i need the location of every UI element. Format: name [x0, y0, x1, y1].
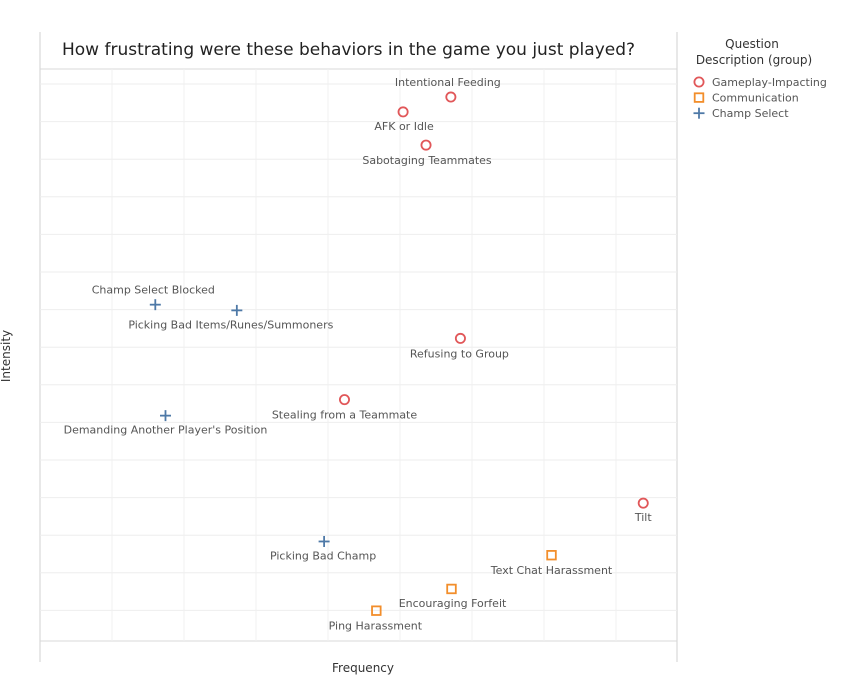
plus-marker: [318, 535, 330, 547]
data-point: Encouraging Forfeit: [399, 583, 507, 610]
data-label: Champ Select Blocked: [92, 284, 215, 297]
circle-marker: [445, 91, 457, 103]
legend-item: Champ Select: [693, 107, 789, 120]
y-axis-label: Intensity: [0, 330, 13, 382]
legend-label: Champ Select: [712, 107, 789, 120]
plus-marker: [159, 410, 171, 422]
data-point: Picking Bad Champ: [270, 535, 376, 562]
circle-marker: [454, 332, 466, 344]
data-point: AFK or Idle: [374, 106, 434, 133]
data-point: Demanding Another Player's Position: [64, 410, 268, 437]
data-label: Ping Harassment: [329, 620, 423, 633]
data-point: Champ Select Blocked: [92, 284, 215, 311]
square-marker: [446, 583, 457, 595]
circle-marker: [637, 497, 649, 509]
legend-item: Communication: [693, 92, 799, 105]
legend-item: Gameplay-Impacting: [693, 76, 827, 89]
data-label: Stealing from a Teammate: [272, 409, 418, 422]
chart-title: How frustrating were these behaviors in …: [62, 40, 635, 60]
data-label: Picking Bad Items/Runes/Summoners: [128, 318, 333, 331]
circle-marker: [420, 139, 432, 151]
data-point: Refusing to Group: [410, 332, 509, 360]
legend-label: Gameplay-Impacting: [712, 76, 827, 89]
circle-marker: [397, 106, 409, 118]
legend-label: Communication: [712, 92, 799, 105]
square-marker: [693, 92, 705, 103]
data-point: Stealing from a Teammate: [272, 394, 418, 422]
data-label: Sabotaging Teammates: [362, 154, 492, 167]
data-label: Tilt: [634, 511, 652, 524]
data-label: Intentional Feeding: [395, 76, 501, 89]
plus-marker: [149, 299, 161, 311]
data-label: Encouraging Forfeit: [399, 597, 507, 610]
square-marker: [546, 550, 557, 561]
data-point: Picking Bad Items/Runes/Summoners: [128, 304, 334, 331]
data-point: Text Chat Harassment: [490, 550, 613, 577]
x-axis-label: Frequency: [332, 661, 394, 675]
data-label: Refusing to Group: [410, 347, 509, 360]
legend-title-line1: Question: [725, 37, 779, 51]
legend: Question Description (group) Gameplay-Im…: [693, 37, 827, 120]
data-point: Ping Harassment: [329, 605, 423, 633]
data-label: Text Chat Harassment: [490, 564, 613, 577]
plus-marker: [693, 107, 705, 119]
square-marker: [371, 605, 382, 616]
data-label: AFK or Idle: [374, 120, 434, 133]
data-label: Demanding Another Player's Position: [64, 424, 268, 437]
plus-marker: [231, 304, 243, 316]
legend-items: Gameplay-Impacting Communication Champ Sel…: [693, 76, 827, 120]
circle-marker: [338, 394, 350, 406]
legend-title-line2: Description (group): [696, 53, 812, 67]
data-label: Picking Bad Champ: [270, 549, 376, 562]
circle-marker: [693, 76, 705, 88]
data-point: Intentional Feeding: [395, 76, 501, 103]
data-point: Sabotaging Teammates: [362, 139, 492, 167]
grid-lines: [40, 69, 677, 641]
data-point: Tilt: [634, 497, 652, 524]
data-points: Intentional Feeding AFK or Idle Sabotaging…: [64, 76, 653, 633]
